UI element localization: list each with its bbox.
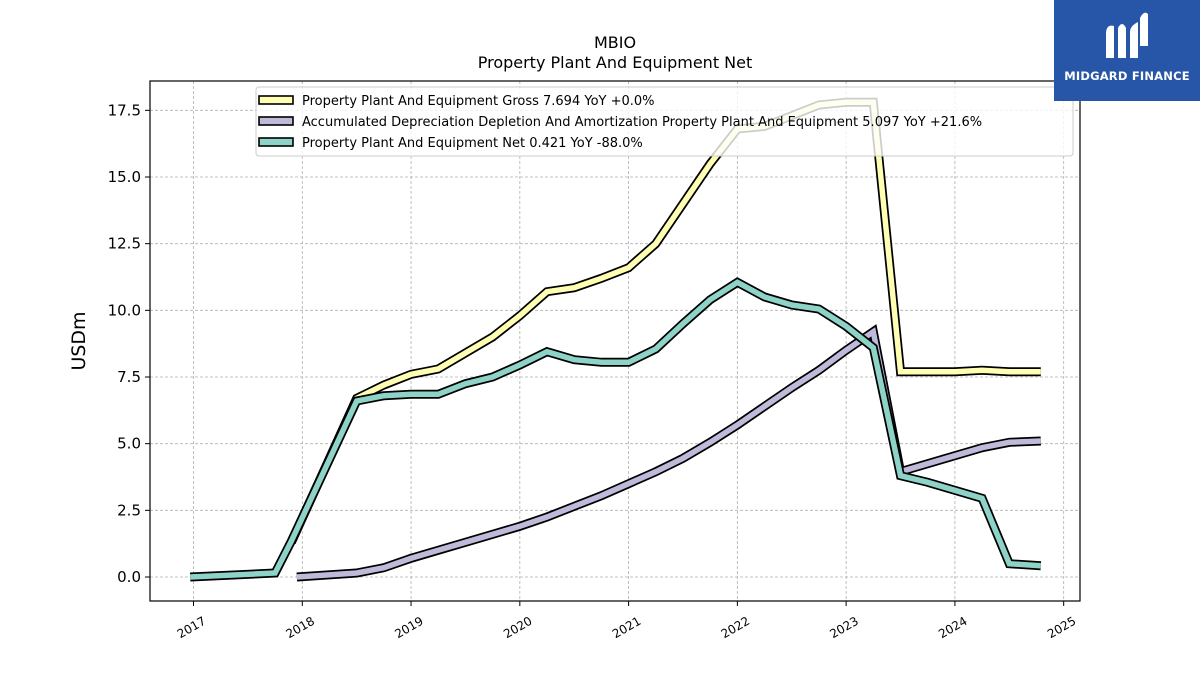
series-1-line [288, 99, 1041, 544]
legend-swatch-2 [258, 116, 294, 126]
y-tick-label: 7.5 [117, 368, 141, 386]
y-tick-label: 0.0 [117, 568, 141, 586]
legend-label-2: Accumulated Depreciation Depletion And A… [302, 115, 982, 130]
chart-subtitle: Property Plant And Equipment Net [478, 53, 753, 72]
legend-box [255, 86, 1074, 157]
midgard-logo-icon [1106, 12, 1148, 58]
series-layer [189, 97, 1042, 582]
y-tick-label: 17.5 [108, 101, 141, 119]
y-tick-label: 10.0 [108, 301, 141, 319]
y-tick-label: 15.0 [108, 168, 141, 186]
y-tick-label: 2.5 [117, 501, 141, 519]
legend: Property Plant And Equipment Gross 7.694… [255, 86, 1074, 157]
legend-swatch-3 [258, 137, 294, 147]
midgard-finance-logo: MIDGARD FINANCE [1054, 0, 1200, 101]
y-axis-label: USDm [68, 311, 90, 370]
legend-label-1: Property Plant And Equipment Gross 7.694… [302, 94, 655, 109]
legend-label-3: Property Plant And Equipment Net 0.421 Y… [302, 136, 643, 151]
logo-text: MIDGARD FINANCE [1064, 69, 1190, 83]
series-3-line [190, 279, 1041, 580]
y-tick-label: 5.0 [117, 435, 141, 453]
series-2-line [296, 327, 1041, 580]
y-axis: 0.0 2.5 5.0 7.5 10.0 12.5 15.0 17.5 [108, 101, 150, 586]
chart-title: MBIO [594, 33, 636, 52]
plot-frame [149, 80, 1081, 602]
legend-swatch-1 [258, 95, 294, 105]
y-tick-label: 12.5 [108, 235, 141, 253]
